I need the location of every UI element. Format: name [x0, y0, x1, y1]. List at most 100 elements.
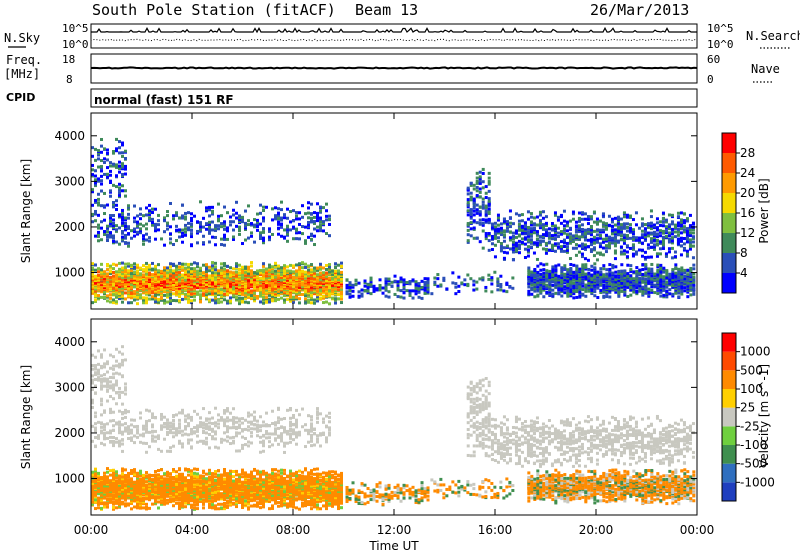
echo-cell: [635, 276, 639, 280]
echo-cell: [511, 258, 515, 262]
echo-cell: [490, 290, 494, 294]
echo-cell: [652, 230, 656, 234]
echo-cell: [142, 291, 145, 295]
echo-cell: [644, 267, 648, 271]
echo-cell: [670, 256, 674, 260]
echo-cell: [351, 289, 355, 293]
echo-cell: [172, 288, 175, 292]
echo-cell: [94, 219, 97, 223]
echo-cell: [689, 293, 693, 297]
echo-cell: [268, 235, 271, 239]
echo-cell: [124, 241, 127, 245]
echo-cell: [417, 282, 421, 286]
echo-cell: [535, 215, 539, 219]
echo-cell: [469, 277, 473, 281]
echo-cell: [181, 231, 184, 235]
echo-cell: [277, 222, 280, 226]
echo-cell: [601, 212, 605, 216]
echo-cell: [109, 293, 112, 297]
echo-cell: [656, 270, 660, 274]
echo-cell: [676, 215, 680, 219]
echo-cell: [193, 272, 196, 276]
echo-cell: [184, 278, 187, 282]
echo-cell: [328, 302, 331, 306]
echo-cell: [691, 231, 695, 235]
echo-cell: [280, 200, 283, 204]
echo-cell: [241, 277, 244, 281]
echo-cell: [652, 247, 656, 251]
echo-cell: [511, 242, 515, 246]
echo-cell: [433, 283, 437, 287]
echo-cell: [331, 275, 334, 279]
echo-cell: [667, 237, 671, 241]
echo-cell: [127, 204, 130, 208]
echo-cell: [649, 224, 653, 228]
echo-cell: [91, 289, 94, 293]
echo-cell: [187, 211, 190, 215]
echo-cell: [581, 288, 585, 292]
echo-cell: [593, 271, 597, 275]
echo-cell: [692, 278, 696, 282]
echo-cell: [650, 262, 654, 266]
echo-cell: [217, 293, 220, 297]
echo-cell: [109, 224, 112, 228]
echo-cell: [253, 223, 256, 227]
echo-cell: [301, 277, 304, 281]
echo-cell: [665, 289, 669, 293]
echo-cell: [91, 188, 94, 192]
echo-cell: [547, 240, 551, 244]
echo-cell: [605, 268, 609, 272]
echo-cell: [565, 233, 569, 237]
echo-cell: [157, 300, 160, 304]
echo-cell: [622, 226, 626, 230]
echo-cell: [94, 281, 97, 285]
echo-cell: [226, 264, 229, 268]
echo-cell: [262, 230, 265, 234]
echo-cell: [466, 186, 470, 190]
echo-cell: [121, 237, 124, 241]
echo-cell: [581, 263, 585, 267]
echo-cell: [262, 208, 265, 212]
echo-cell: [613, 242, 617, 246]
echo-cell: [496, 218, 500, 222]
echo-cell: [402, 285, 406, 289]
echo-cell: [229, 272, 232, 276]
echo-cell: [659, 270, 663, 274]
echo-cell: [505, 229, 509, 233]
echo-cell: [190, 228, 193, 232]
echo-cell: [505, 222, 509, 226]
echo-cell: [593, 269, 597, 273]
echo-cell: [532, 222, 536, 226]
echo-cell: [280, 285, 283, 289]
echo-cell: [544, 221, 548, 225]
echo-cell: [539, 262, 543, 266]
echo-cell: [635, 278, 639, 282]
echo-cell: [289, 278, 292, 282]
echo-cell: [190, 289, 193, 293]
echo-cell: [244, 277, 247, 281]
echo-cell: [121, 154, 124, 158]
echo-cell: [166, 221, 169, 225]
echo-cell: [655, 252, 659, 256]
echo-cell: [316, 225, 319, 229]
echo-cell: [289, 299, 292, 303]
echo-cell: [271, 265, 274, 269]
echo-cell: [142, 224, 145, 228]
echo-cell: [671, 274, 675, 278]
echo-cell: [133, 267, 136, 271]
echo-cell: [307, 279, 310, 283]
echo-cell: [366, 289, 370, 293]
echo-cell: [466, 240, 470, 244]
echo-cell: [160, 237, 163, 241]
echo-cell: [685, 217, 689, 221]
echo-cell: [670, 246, 674, 250]
echo-cell: [608, 295, 612, 299]
echo-cell: [472, 213, 476, 217]
echo-cell: [91, 272, 94, 276]
echo-cell: [133, 230, 136, 234]
echo-cell: [638, 282, 642, 286]
echo-cell: [316, 277, 319, 281]
echo-cell: [568, 232, 572, 236]
echo-cell: [637, 240, 641, 244]
echo-cell: [647, 273, 651, 277]
